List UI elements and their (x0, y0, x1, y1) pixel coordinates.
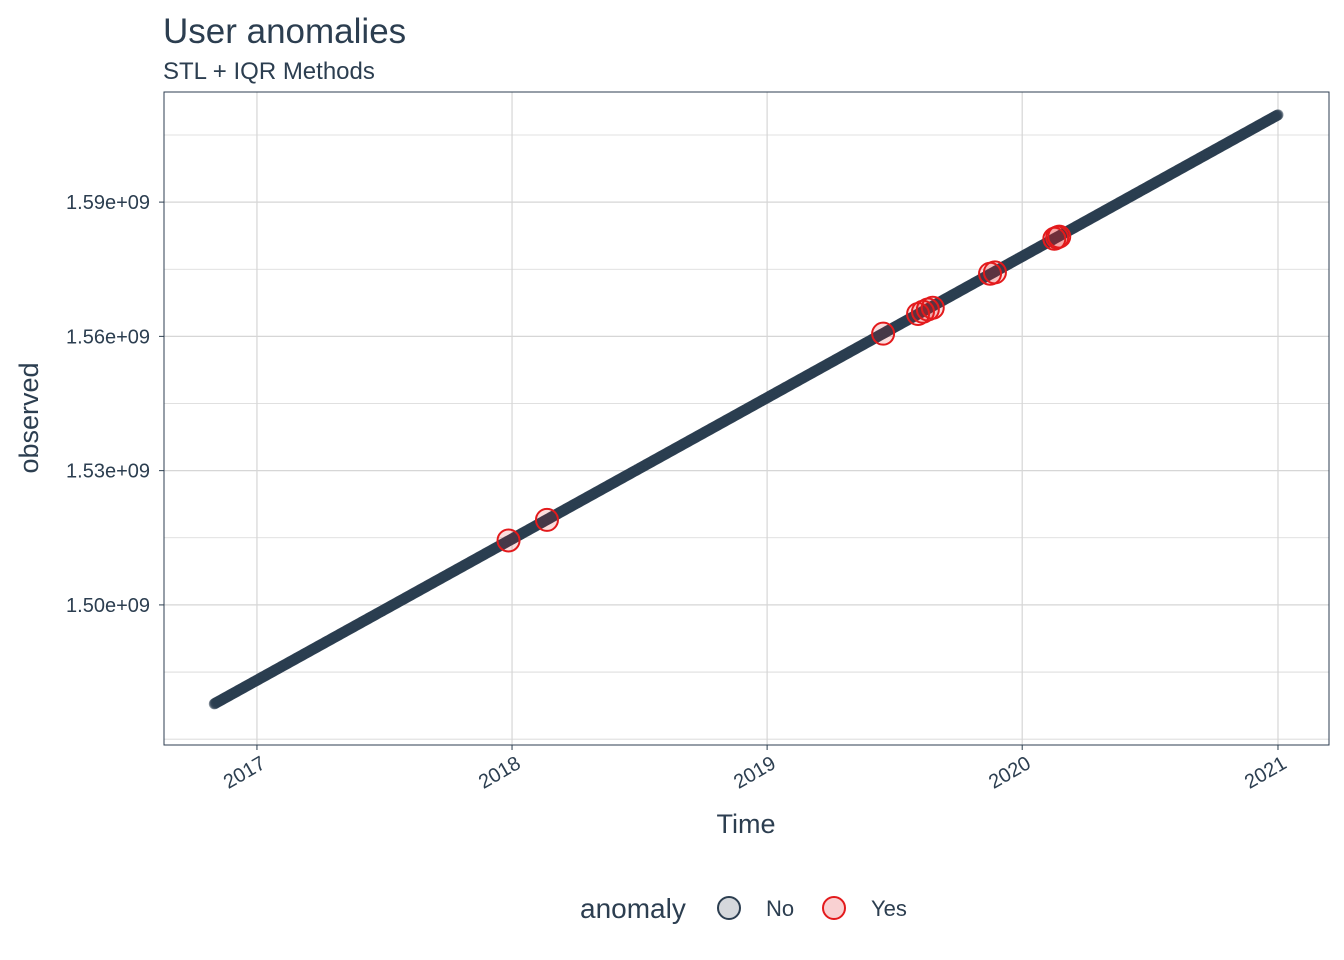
legend-label-no: No (766, 896, 795, 921)
anomaly-point (534, 507, 559, 532)
legend-key-yes (822, 896, 846, 920)
anomaly-point (871, 321, 896, 346)
x-tick-label: 2018 (475, 752, 525, 793)
anomaly-point (982, 260, 1007, 285)
x-axis-ticks: 2017 2018 2019 2020 2021 (220, 745, 1291, 794)
y-axis-title: observed (14, 362, 44, 473)
x-tick-label: 2019 (730, 752, 780, 793)
plot-panel (163, 91, 1330, 746)
chart-subtitle: STL + IQR Methods (163, 58, 375, 85)
x-tick-label: 2017 (220, 752, 270, 793)
anomaly-layer (496, 224, 1072, 553)
y-tick-label: 1.53e+09 (66, 461, 150, 483)
y-tick-label: 1.56e+09 (66, 326, 150, 348)
y-axis-ticks: 1.50e+09 1.53e+09 1.56e+09 1.59e+09 (66, 192, 164, 617)
y-tick-label: 1.59e+09 (66, 192, 150, 214)
legend: anomaly No Yes (0, 885, 1344, 935)
anomaly-point (920, 295, 945, 320)
x-tick-label: 2020 (985, 752, 1035, 793)
anomaly-point (496, 528, 521, 553)
legend-label-yes: Yes (871, 896, 907, 921)
chart-title: User anomalies (163, 12, 407, 51)
data-point (1272, 109, 1284, 121)
series-layer (208, 109, 1284, 710)
legend-title: anomaly (580, 893, 686, 924)
x-axis-title: Time (717, 809, 776, 839)
y-tick-label: 1.50e+09 (66, 595, 150, 617)
x-tick-label: 2021 (1241, 752, 1291, 793)
grid-layer (164, 92, 1329, 745)
anomaly-point (1047, 224, 1072, 249)
legend-key-no (717, 896, 741, 920)
